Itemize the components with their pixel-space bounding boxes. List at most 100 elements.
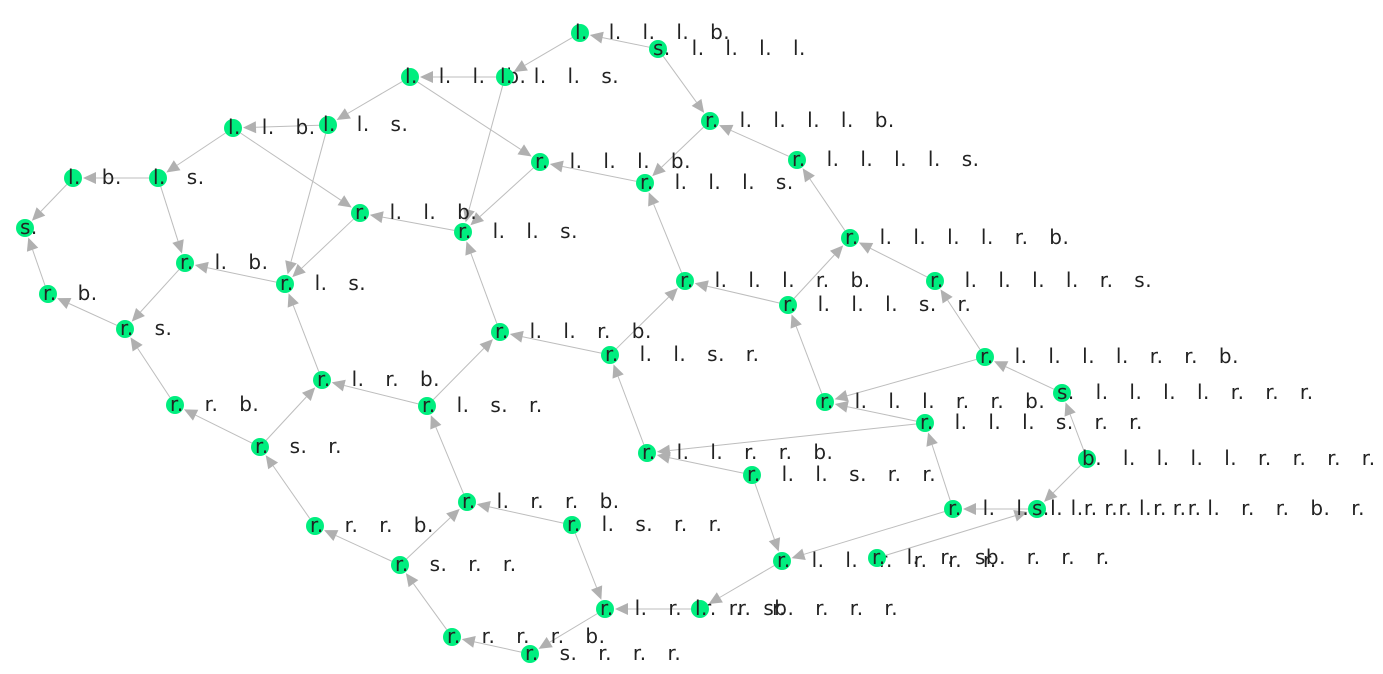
graph-node[interactable]: r. l. s. r. r. [563,512,722,536]
node-dot[interactable] [676,272,694,290]
graph-node[interactable]: r. l. l. l. s. r. [779,292,971,316]
node-dot[interactable] [458,493,476,511]
graph-node[interactable]: r. l. s. r. [418,393,543,417]
graph-node[interactable]: r. l. l. b. [351,200,477,224]
node-dot[interactable] [16,219,34,237]
graph-node[interactable]: r. l. l. l. s. [636,170,794,194]
node-dot[interactable] [1053,384,1071,402]
graph-node[interactable]: r. l. l. l. r. r. r. r. [944,496,1201,520]
node-dot[interactable] [976,348,994,366]
edge-line [265,396,307,441]
node-dot[interactable] [224,119,242,137]
graph-node[interactable]: r. l. r. sb. r. r. r. [868,545,1110,569]
node-dot[interactable] [788,151,806,169]
node-dot[interactable] [531,153,549,171]
graph-node[interactable]: r. l. l. l. l. b. [701,108,895,132]
graph-node[interactable]: r. s. r. [251,434,342,458]
node-dot[interactable] [1028,500,1046,518]
graph-node[interactable]: r. l. l. l. r. b. [676,268,871,292]
node-dot[interactable] [773,552,791,570]
graph-node[interactable]: l. r. sb. r. r. r. [691,596,898,620]
graph-node[interactable]: s. l. l. l. l. r. r. r. [1053,380,1314,404]
graph-node[interactable]: r. l. l. l. r. r. b. [816,389,1045,413]
node-dot[interactable] [563,516,581,534]
node-dot[interactable] [306,517,324,535]
node-dot[interactable] [743,466,761,484]
node-dot[interactable] [1078,450,1096,468]
edge-line [870,247,928,278]
graph-node[interactable]: r. r. r. b. [306,513,434,537]
graph-node[interactable]: l. l. b. [224,115,316,139]
graph-node[interactable]: l. l. l. s. [496,64,619,88]
graph-node[interactable]: r. l. r. b. [313,367,440,391]
node-dot[interactable] [636,174,654,192]
node-dot[interactable] [116,320,134,338]
node-dot[interactable] [149,169,167,187]
node-dot[interactable] [944,500,962,518]
edge-line [617,376,645,445]
node-dot[interactable] [868,549,886,567]
graph-node[interactable]: l. l. l. l. b. [571,20,730,44]
graph-node[interactable]: r. r. b. [166,392,259,416]
node-dot[interactable] [926,272,944,290]
graph-node[interactable]: s. l. l. l. l. [649,36,806,60]
graph-node[interactable]: r. l. l. s. [454,219,578,243]
node-dot[interactable] [391,556,409,574]
graph-node[interactable]: r. l. l. l. l. r. b. [841,225,1069,249]
graph-node[interactable]: l. b. [64,165,122,189]
node-dot[interactable] [276,275,294,293]
graph-node[interactable]: r. l. l. l. l. s. [788,147,979,171]
node-dot[interactable] [841,229,859,247]
graph-node[interactable]: r. l. l. l. b. [531,149,691,173]
node-dot[interactable] [39,285,57,303]
graph-node[interactable]: r. l. s. [276,271,366,295]
graph-node[interactable]: r. l. l. r. b. [491,319,652,343]
graph-node[interactable]: r. l. b. [176,250,268,274]
graph-node[interactable]: r. s. [116,316,172,340]
node-dot[interactable] [491,323,509,341]
node-dot[interactable] [443,628,461,646]
node-dot[interactable] [596,600,614,618]
node-dot[interactable] [166,396,184,414]
node-dot[interactable] [351,204,369,222]
graph-node[interactable]: r. l. l. l. s. r. r. [916,410,1143,434]
graph-node[interactable]: r. l. l. s. r. [601,342,760,366]
graph-node[interactable]: r. l. l. l. l. r. r. b. [976,344,1239,368]
node-dot[interactable] [521,645,539,663]
node-dot[interactable] [916,414,934,432]
graph-node[interactable]: r. l. l. r. r. r. r. [773,548,997,572]
node-dot[interactable] [313,371,331,389]
node-dot[interactable] [319,116,337,134]
node-dot[interactable] [701,112,719,130]
node-dot[interactable] [638,444,656,462]
node-dot[interactable] [418,397,436,415]
graph-node[interactable]: r. s. r. r. r. [521,641,681,665]
node-dot[interactable] [816,393,834,411]
graph-node[interactable]: r. l. r. r. b. [458,489,620,513]
node-dot[interactable] [691,600,709,618]
arrowhead [285,260,297,275]
arrowhead [430,415,442,430]
node-dot[interactable] [251,438,269,456]
graph-node[interactable]: r. s. r. r. [391,552,517,576]
node-dot[interactable] [401,68,419,86]
node-dot[interactable] [454,223,472,241]
graph-node[interactable]: b. l. l. l. l. r. r. r. r. [1078,446,1376,470]
node-dot[interactable] [496,68,514,86]
node-dot[interactable] [779,296,797,314]
graph-node[interactable]: r. r. r. r. b. [443,624,605,648]
graph-node[interactable]: r. b. [39,281,98,305]
graph-node[interactable]: r. l. l. r. r. b. [638,440,833,464]
graph-node[interactable]: s. l. r. l. r. l. r. r. b. r. r. r. [1028,496,1383,520]
node-dot[interactable] [571,24,589,42]
node-dot[interactable] [649,40,667,58]
arrowhead [509,330,524,343]
graph-node[interactable]: r. l. l. l. l. r. s. [926,268,1152,292]
graph-node[interactable]: s. [16,215,38,239]
graph-node[interactable]: r. l. l. s. r. r. [743,462,936,486]
node-dot[interactable] [176,254,194,272]
graph-node[interactable]: l. l. s. [319,112,408,136]
node-dot[interactable] [64,169,82,187]
graph-node[interactable]: l. s. [149,165,205,189]
node-dot[interactable] [601,346,619,364]
